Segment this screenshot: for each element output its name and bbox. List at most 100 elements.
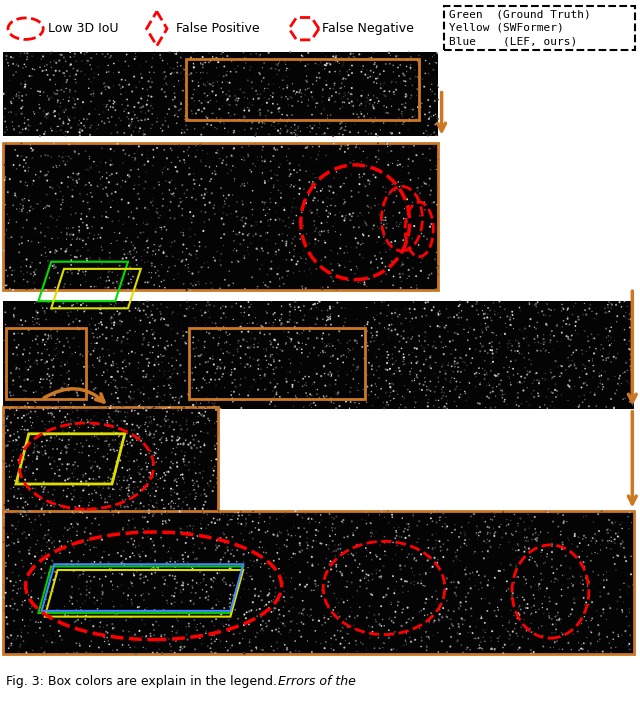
- Point: [544, 612, 554, 624]
- Point: [118, 366, 129, 378]
- Point: [396, 331, 406, 342]
- Point: [93, 525, 104, 536]
- Point: [625, 607, 635, 618]
- Point: [28, 375, 38, 386]
- Point: [137, 433, 147, 445]
- Point: [338, 129, 348, 141]
- Point: [74, 168, 84, 179]
- Point: [399, 116, 409, 128]
- Point: [335, 65, 345, 77]
- Point: [33, 429, 44, 440]
- Point: [50, 110, 60, 122]
- Point: [188, 575, 198, 587]
- Point: [123, 407, 133, 419]
- Point: [625, 390, 635, 402]
- Point: [595, 378, 605, 389]
- Point: [124, 266, 134, 277]
- Point: [62, 156, 72, 167]
- Point: [84, 151, 95, 162]
- Point: [147, 257, 157, 269]
- Point: [236, 528, 246, 539]
- Point: [305, 238, 315, 250]
- Point: [341, 379, 351, 390]
- Point: [99, 82, 109, 93]
- Point: [47, 303, 57, 314]
- Point: [483, 574, 493, 586]
- Point: [557, 299, 567, 310]
- Point: [310, 508, 321, 520]
- Point: [172, 166, 182, 177]
- Point: [207, 517, 217, 528]
- Point: [193, 266, 204, 277]
- Point: [137, 395, 147, 407]
- Point: [277, 228, 287, 239]
- Point: [146, 495, 156, 507]
- Point: [401, 639, 412, 650]
- Point: [477, 512, 488, 523]
- Point: [112, 335, 122, 346]
- Point: [422, 631, 432, 642]
- Point: [94, 166, 104, 178]
- Point: [49, 541, 60, 553]
- Point: [535, 402, 545, 413]
- Point: [126, 114, 136, 125]
- Point: [41, 336, 51, 348]
- Point: [24, 544, 34, 556]
- Point: [74, 556, 84, 567]
- Point: [133, 97, 143, 108]
- Point: [278, 592, 289, 603]
- Point: [106, 314, 116, 326]
- Point: [216, 82, 227, 94]
- Point: [333, 117, 343, 128]
- Point: [422, 381, 432, 392]
- Point: [46, 174, 56, 186]
- Point: [158, 427, 168, 439]
- Point: [266, 337, 276, 348]
- Point: [184, 618, 194, 630]
- Point: [147, 488, 157, 500]
- Point: [214, 515, 225, 526]
- Point: [73, 498, 83, 510]
- Point: [122, 447, 132, 459]
- Point: [188, 75, 198, 87]
- Point: [57, 435, 67, 446]
- Point: [383, 399, 394, 411]
- Point: [503, 626, 513, 637]
- Point: [200, 488, 210, 500]
- Point: [130, 522, 140, 533]
- Point: [276, 629, 286, 640]
- Point: [385, 50, 396, 62]
- Point: [108, 478, 118, 489]
- Point: [416, 265, 426, 277]
- Point: [440, 374, 451, 385]
- Point: [68, 102, 78, 113]
- Point: [149, 447, 159, 458]
- Point: [182, 388, 193, 399]
- Point: [371, 171, 381, 183]
- Point: [179, 439, 189, 450]
- Point: [168, 458, 178, 470]
- Point: [76, 374, 86, 385]
- Point: [521, 574, 531, 585]
- Point: [493, 368, 504, 379]
- Point: [435, 305, 445, 317]
- Point: [47, 637, 58, 648]
- Point: [371, 564, 381, 576]
- Point: [537, 544, 547, 556]
- Point: [118, 625, 129, 637]
- Point: [358, 252, 368, 264]
- Point: [328, 130, 338, 142]
- Point: [66, 432, 76, 443]
- Point: [449, 606, 459, 617]
- Point: [213, 57, 223, 68]
- Point: [314, 615, 324, 627]
- Point: [149, 450, 159, 461]
- Point: [316, 638, 326, 650]
- Point: [216, 260, 226, 271]
- Point: [259, 85, 269, 97]
- Point: [148, 160, 158, 171]
- Point: [302, 609, 312, 621]
- Point: [488, 356, 498, 368]
- Point: [466, 603, 476, 614]
- Point: [541, 310, 551, 321]
